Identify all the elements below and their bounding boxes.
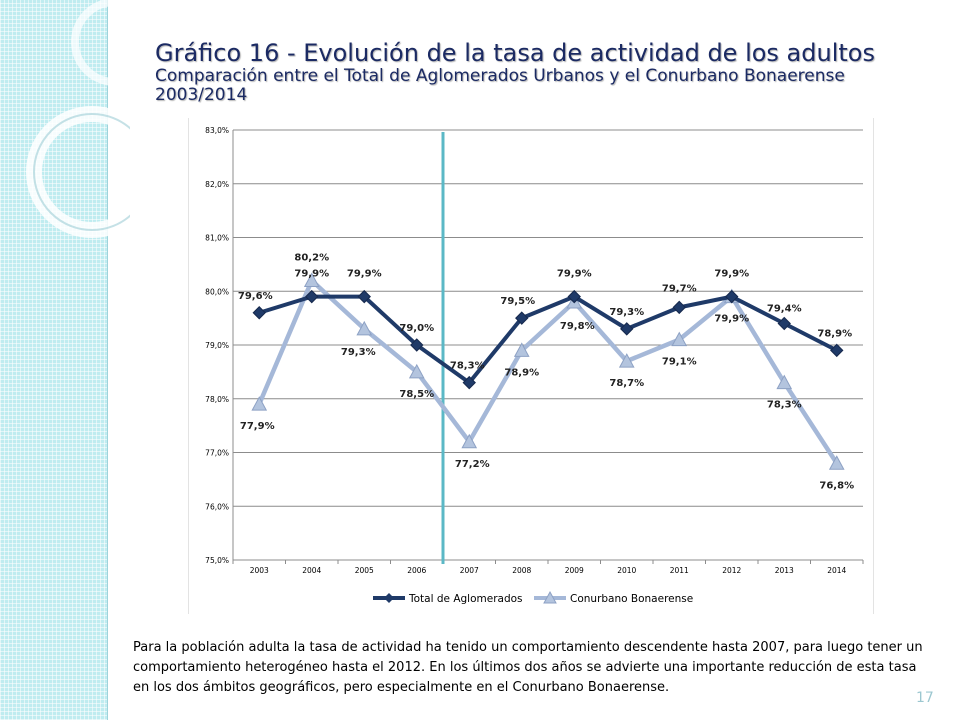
series-line-conurbano-bonaerense xyxy=(257,278,839,465)
data-point-triangle xyxy=(461,433,478,449)
data-label: 79,3% xyxy=(609,307,644,318)
decorative-side-panel xyxy=(0,0,130,720)
data-label: 79,9% xyxy=(557,269,592,280)
data-point-diamond xyxy=(777,316,791,331)
x-tick-label: 2005 xyxy=(355,566,374,575)
x-tick-label: 2013 xyxy=(775,566,794,575)
data-label: 79,6% xyxy=(238,291,273,302)
x-tick-label: 2007 xyxy=(460,566,479,575)
data-label: 79,9% xyxy=(294,269,329,280)
data-point-diamond xyxy=(252,306,266,320)
data-point-diamond xyxy=(515,311,529,325)
data-point-triangle xyxy=(513,342,530,357)
slide-subtitle-line1: Comparación entre el Total de Aglomerado… xyxy=(155,66,845,86)
data-label: 78,9% xyxy=(817,328,852,339)
data-label: 76,8% xyxy=(819,480,854,491)
data-label: 77,9% xyxy=(240,421,275,432)
y-tick-label: 81,0% xyxy=(205,234,229,243)
y-tick-label: 77,0% xyxy=(205,449,229,458)
y-tick-label: 78,0% xyxy=(205,395,229,404)
data-point-triangle xyxy=(303,272,320,287)
data-label: 78,3% xyxy=(767,400,802,411)
slide-subtitle-line2: 2003/2014 xyxy=(155,85,248,105)
x-tick-label: 2009 xyxy=(565,566,584,575)
data-point-triangle xyxy=(776,374,793,390)
series-line-total-aglomerados xyxy=(258,294,838,385)
legend-label-conurbano-bonaerense: Conurbano Bonaerense xyxy=(570,593,693,605)
x-tick-label: 2010 xyxy=(617,566,636,575)
x-tick-label: 2011 xyxy=(670,566,689,575)
data-point-diamond xyxy=(462,375,476,390)
data-label: 79,0% xyxy=(399,323,434,334)
data-label: 78,3% xyxy=(450,361,485,372)
data-label: 79,5% xyxy=(500,296,535,307)
slide-title: Gráfico 16 - Evolución de la tasa de act… xyxy=(155,39,875,67)
data-point-triangle xyxy=(618,353,635,368)
data-label: 78,5% xyxy=(399,389,434,400)
y-tick-label: 83,0% xyxy=(205,126,229,135)
data-point-triangle xyxy=(828,455,845,470)
data-point-triangle xyxy=(408,363,425,379)
legend-label-total-aglomerados: Total de Aglomerados xyxy=(408,593,523,605)
legend-marker-diamond xyxy=(384,593,394,603)
data-point-diamond xyxy=(305,289,319,304)
data-label: 79,8% xyxy=(560,321,595,332)
legend-marker-triangle xyxy=(543,590,557,604)
data-label: 79,1% xyxy=(662,357,697,368)
x-tick-label: 2008 xyxy=(512,566,531,575)
data-label: 79,9% xyxy=(347,269,382,280)
data-point-diamond xyxy=(620,322,634,336)
y-tick-label: 79,0% xyxy=(205,341,229,350)
y-tick-label: 75,0% xyxy=(205,556,229,565)
data-label: 78,7% xyxy=(609,378,644,389)
y-tick-label: 82,0% xyxy=(205,180,229,189)
data-label: 78,9% xyxy=(504,367,539,378)
data-point-diamond xyxy=(672,300,686,315)
x-tick-label: 2014 xyxy=(827,566,846,575)
x-tick-label: 2003 xyxy=(250,566,269,575)
data-point-diamond xyxy=(357,289,371,304)
data-label: 79,9% xyxy=(714,269,749,280)
data-label: 79,3% xyxy=(341,347,376,358)
x-tick-label: 2012 xyxy=(722,566,741,575)
decorative-circles xyxy=(26,0,130,238)
data-label: 79,9% xyxy=(714,314,749,325)
data-label: 79,7% xyxy=(662,283,697,294)
data-point-triangle xyxy=(671,331,688,347)
data-point-diamond xyxy=(830,343,844,358)
data-point-triangle xyxy=(251,396,268,411)
data-point-diamond xyxy=(410,338,424,352)
page-number: 17 xyxy=(916,690,934,706)
chart-container: 75,0% 76,0% 77,0% 78,0% 79,0% 80,0% 81,0% 82,0%… xyxy=(188,118,874,614)
x-tick-label: 2006 xyxy=(407,566,426,575)
data-label: 79,4% xyxy=(767,304,802,315)
line-chart: 75,0% 76,0% 77,0% 78,0% 79,0% 80,0% 81,0% 82,0%… xyxy=(205,126,864,605)
description-paragraph: Para la población adulta la tasa de acti… xyxy=(133,640,923,695)
x-tick-label: 2004 xyxy=(302,566,321,575)
data-point-triangle xyxy=(356,320,373,336)
data-point-diamond xyxy=(567,289,581,304)
data-point-diamond xyxy=(725,289,739,304)
title-block: Gráfico 16 - Evolución de la tasa de act… xyxy=(155,40,945,105)
data-label: 77,2% xyxy=(455,459,490,470)
data-label: 80,2% xyxy=(294,253,329,264)
y-tick-label: 76,0% xyxy=(205,502,229,511)
y-tick-label: 80,0% xyxy=(205,287,229,296)
